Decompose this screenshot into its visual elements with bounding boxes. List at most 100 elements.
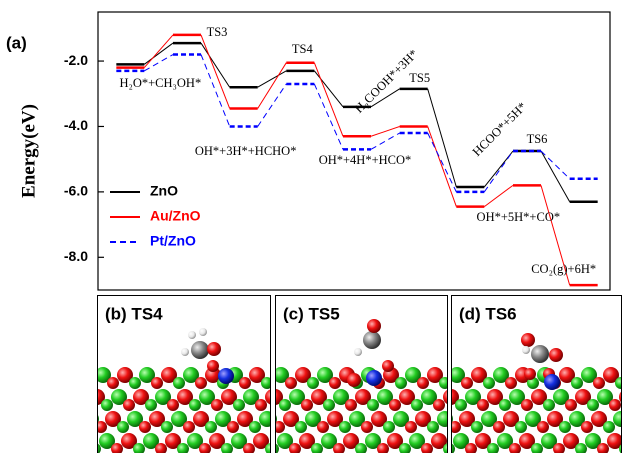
atom: [505, 377, 517, 389]
atom: [395, 377, 407, 389]
state-label: TS3: [207, 25, 228, 39]
atom: [433, 399, 445, 411]
connector: [201, 35, 230, 109]
atom: [544, 374, 560, 390]
atom: [515, 421, 527, 433]
connector: [371, 126, 400, 136]
atom: [261, 377, 273, 389]
connector: [484, 151, 513, 192]
structure-panel: [77, 328, 295, 453]
atom: [273, 421, 285, 433]
atom: [383, 421, 395, 433]
atom: [537, 421, 549, 433]
atom: [367, 319, 381, 333]
atom: [483, 377, 495, 389]
state-label: CO₂(g)+6H*: [531, 262, 596, 276]
connector: [541, 151, 570, 202]
connector: [258, 84, 287, 127]
atom: [207, 360, 219, 372]
atom: [151, 377, 163, 389]
atom: [249, 421, 261, 433]
atom: [522, 346, 530, 354]
atom: [173, 377, 185, 389]
connector: [541, 151, 570, 179]
atom: [123, 399, 135, 411]
atom: [255, 399, 267, 411]
atom: [129, 377, 141, 389]
atom: [107, 377, 119, 389]
atom: [189, 399, 201, 411]
atom: [95, 421, 107, 433]
panel-label: (c) TS5: [283, 304, 340, 323]
atom: [531, 345, 549, 363]
atom: [285, 377, 297, 389]
atom: [581, 421, 593, 433]
atom: [543, 399, 555, 411]
atom: [199, 328, 207, 336]
atom: [191, 341, 209, 359]
connector: [144, 43, 173, 64]
atom: [389, 399, 401, 411]
atom: [461, 377, 473, 389]
structure-panels: (b) TS4 (c) TS5 (d) TS6: [77, 296, 622, 453]
atom: [259, 411, 275, 427]
atom: [77, 433, 93, 449]
atom: [571, 377, 583, 389]
atom: [363, 331, 381, 349]
legend-label: Pt/ZnO: [150, 233, 196, 249]
atom: [524, 368, 536, 380]
atom: [593, 377, 605, 389]
atom: [521, 333, 535, 347]
connector: [144, 35, 173, 68]
y-axis-label: Energy(eV): [18, 104, 39, 198]
atom: [367, 399, 379, 411]
atom: [188, 331, 196, 339]
atom: [609, 399, 621, 411]
state-label: TS4: [292, 42, 314, 56]
atom: [279, 399, 291, 411]
atom: [347, 373, 361, 387]
atom: [167, 399, 179, 411]
atom: [101, 399, 113, 411]
state-label: H₂O*+CH₃OH*: [119, 76, 201, 90]
y-tick-label: -2.0: [64, 52, 88, 68]
state-label: OH*+5H*+CO*: [477, 210, 561, 224]
atom: [89, 443, 101, 453]
page: {"chart_data": {"type": "energy-profile"…: [0, 0, 622, 453]
atom: [354, 348, 362, 356]
energy-chart: (a) Energy(eV) -2.0-4.0-6.0-8.0H₂O*+CH₃O…: [6, 12, 610, 290]
atom: [411, 399, 423, 411]
atom: [117, 421, 129, 433]
atom: [455, 399, 467, 411]
atom: [233, 399, 245, 411]
atom: [382, 360, 394, 372]
atom: [139, 421, 151, 433]
atom: [587, 399, 599, 411]
figure: (a) Energy(eV) -2.0-4.0-6.0-8.0H₂O*+CH₃O…: [0, 0, 622, 453]
atom: [329, 377, 341, 389]
state-label: OH*+4H*+HCO*: [319, 153, 412, 167]
y-tick-label: -8.0: [64, 248, 88, 264]
atom: [345, 399, 357, 411]
connector: [314, 71, 343, 107]
atom: [603, 421, 615, 433]
legend-label: ZnO: [150, 183, 178, 199]
atom: [417, 377, 429, 389]
atom: [205, 421, 217, 433]
atom: [207, 342, 221, 356]
atom: [181, 348, 189, 356]
state-label: OH*+3H*+HCHO*: [195, 144, 297, 158]
state-label: TS5: [409, 71, 430, 85]
connector: [428, 133, 457, 192]
atom: [339, 421, 351, 433]
structure-panel: [255, 319, 473, 453]
panel-label: (b) TS4: [105, 304, 163, 323]
atom: [471, 421, 483, 433]
panel-label: (d) TS6: [459, 304, 517, 323]
atom: [499, 399, 511, 411]
atom: [211, 399, 223, 411]
y-tick-label: -6.0: [64, 183, 88, 199]
atom: [239, 377, 251, 389]
connector: [484, 185, 513, 206]
atom: [295, 421, 307, 433]
